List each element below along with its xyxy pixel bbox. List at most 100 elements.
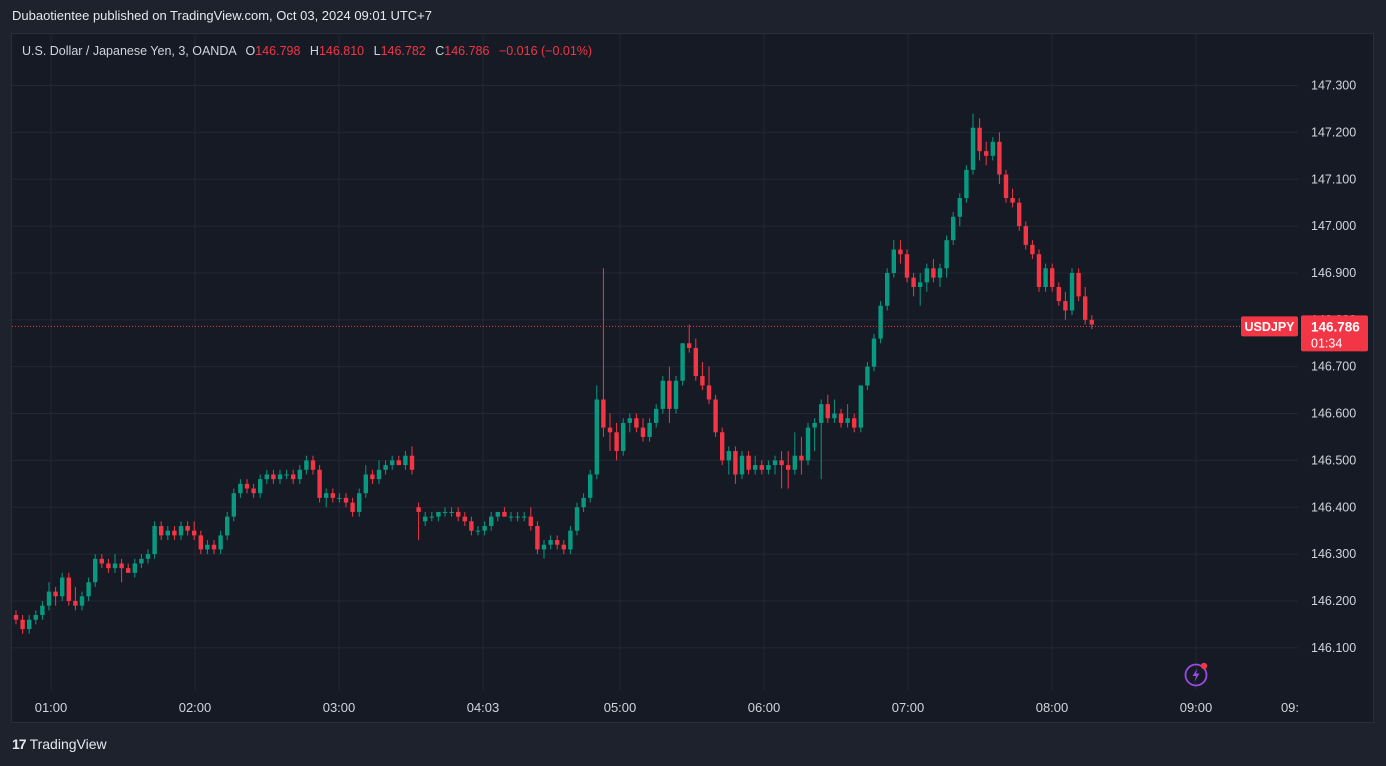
- candle-body: [937, 268, 943, 278]
- candle-body: [528, 516, 533, 526]
- candle-body: [416, 507, 421, 512]
- ohlc-legend: U.S. Dollar / Japanese Yen, 3, OANDA O14…: [22, 44, 592, 58]
- time-axis[interactable]: 01:00 02:00 03:00 04:03 05:00 06:00 07:00 08:00…: [35, 700, 1299, 715]
- last-price-tag-value: 146.786: [1311, 319, 1360, 334]
- y-tick-label: 146.700: [1311, 360, 1356, 374]
- candle-body: [1003, 174, 1009, 198]
- candle-body: [1050, 268, 1055, 288]
- candle-body: [1036, 254, 1042, 288]
- candle-body: [1043, 268, 1048, 288]
- candle-body: [304, 460, 309, 470]
- candle-body: [343, 497, 349, 503]
- candle-body: [489, 516, 494, 526]
- candle-body: [858, 385, 863, 428]
- candle-body: [357, 493, 362, 512]
- candle-body: [244, 483, 250, 489]
- candle-body: [878, 305, 883, 339]
- candle-body: [495, 511, 500, 517]
- candle-body: [772, 460, 778, 466]
- candle-body: [508, 516, 514, 518]
- candle-body: [205, 544, 210, 550]
- candle-body: [284, 474, 289, 476]
- candle-body: [337, 497, 342, 499]
- candle-body: [838, 413, 844, 423]
- candle-body: [145, 554, 151, 559]
- y-tick-label: 146.100: [1311, 641, 1356, 655]
- candle-body: [462, 516, 467, 522]
- price-axis[interactable]: 147.300147.200147.100147.000146.900146.8…: [1311, 79, 1356, 655]
- candle-body: [238, 483, 243, 494]
- y-tick-label: 147.100: [1311, 172, 1356, 186]
- y-tick-label: 146.500: [1311, 453, 1356, 467]
- chart-pane[interactable]: [11, 33, 1374, 723]
- candle-body: [607, 427, 613, 433]
- candle-body: [1056, 287, 1061, 302]
- candle-body: [218, 535, 223, 550]
- candle-body: [739, 455, 745, 475]
- candle-body: [27, 619, 32, 630]
- candle-body: [231, 493, 236, 517]
- tradingview-footer[interactable]: 17 TradingView: [12, 736, 107, 752]
- candle-body: [726, 451, 731, 461]
- candle-body: [673, 380, 679, 409]
- candle-body: [79, 596, 85, 606]
- candle-body: [799, 455, 804, 461]
- candle-body: [957, 198, 962, 217]
- candle-body: [574, 507, 580, 531]
- grid-lines: [12, 34, 1298, 690]
- candle-body: [297, 469, 302, 480]
- candle-body: [330, 493, 335, 498]
- open-value: 146.798: [255, 44, 301, 58]
- candle-body: [192, 530, 197, 536]
- candle-body: [211, 544, 217, 550]
- candle-body: [515, 516, 520, 518]
- candle-body: [442, 511, 448, 513]
- candle-body: [317, 469, 322, 498]
- x-tick-label: 07:00: [892, 700, 925, 715]
- candle-body: [73, 600, 78, 606]
- candle-body: [720, 432, 725, 461]
- candle-body: [581, 497, 586, 508]
- candle-body: [693, 347, 698, 377]
- candle-body: [502, 511, 507, 517]
- candle-body: [779, 460, 784, 466]
- bolt-icon[interactable]: [1183, 661, 1209, 687]
- candle-body: [33, 615, 38, 620]
- candle-body: [687, 343, 692, 348]
- x-tick-label: 03:00: [323, 700, 356, 715]
- candle-body: [746, 455, 751, 470]
- candle-body: [350, 502, 355, 512]
- candle-body: [911, 277, 916, 288]
- y-tick-label: 147.300: [1311, 79, 1356, 93]
- candle-body: [1083, 296, 1088, 320]
- candle-body: [1076, 272, 1081, 297]
- candle-body: [112, 563, 118, 569]
- candle-body: [640, 427, 646, 437]
- high-label: H: [309, 44, 319, 58]
- candle-body: [812, 422, 817, 428]
- low-value: 146.782: [380, 44, 426, 58]
- low-label: L: [373, 44, 381, 58]
- candle-body: [172, 530, 177, 536]
- candle-body: [1089, 319, 1094, 325]
- candle-body: [13, 615, 19, 620]
- candle-body: [159, 526, 164, 536]
- candle-body: [258, 479, 263, 494]
- candle-body: [548, 540, 553, 545]
- candle-body: [680, 343, 685, 381]
- candle-body: [832, 413, 837, 419]
- candle-body: [93, 558, 98, 583]
- y-tick-label: 146.200: [1311, 594, 1356, 608]
- publisher-caption: Dubaotientee published on TradingView.co…: [12, 8, 433, 23]
- candle-body: [535, 526, 540, 550]
- candle-body: [997, 141, 1002, 175]
- tradingview-logo-icon: 17: [12, 736, 27, 752]
- candle-body: [627, 418, 632, 423]
- candle-body: [396, 460, 401, 466]
- candle-body: [904, 254, 910, 278]
- x-tick-label: 04:03: [467, 700, 500, 715]
- symbol-description: U.S. Dollar / Japanese Yen, 3, OANDA: [22, 44, 237, 58]
- high-value: 146.810: [318, 44, 365, 58]
- candle-body: [819, 404, 824, 423]
